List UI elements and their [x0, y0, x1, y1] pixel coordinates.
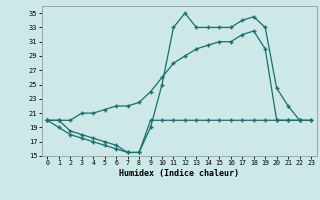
X-axis label: Humidex (Indice chaleur): Humidex (Indice chaleur) — [119, 169, 239, 178]
